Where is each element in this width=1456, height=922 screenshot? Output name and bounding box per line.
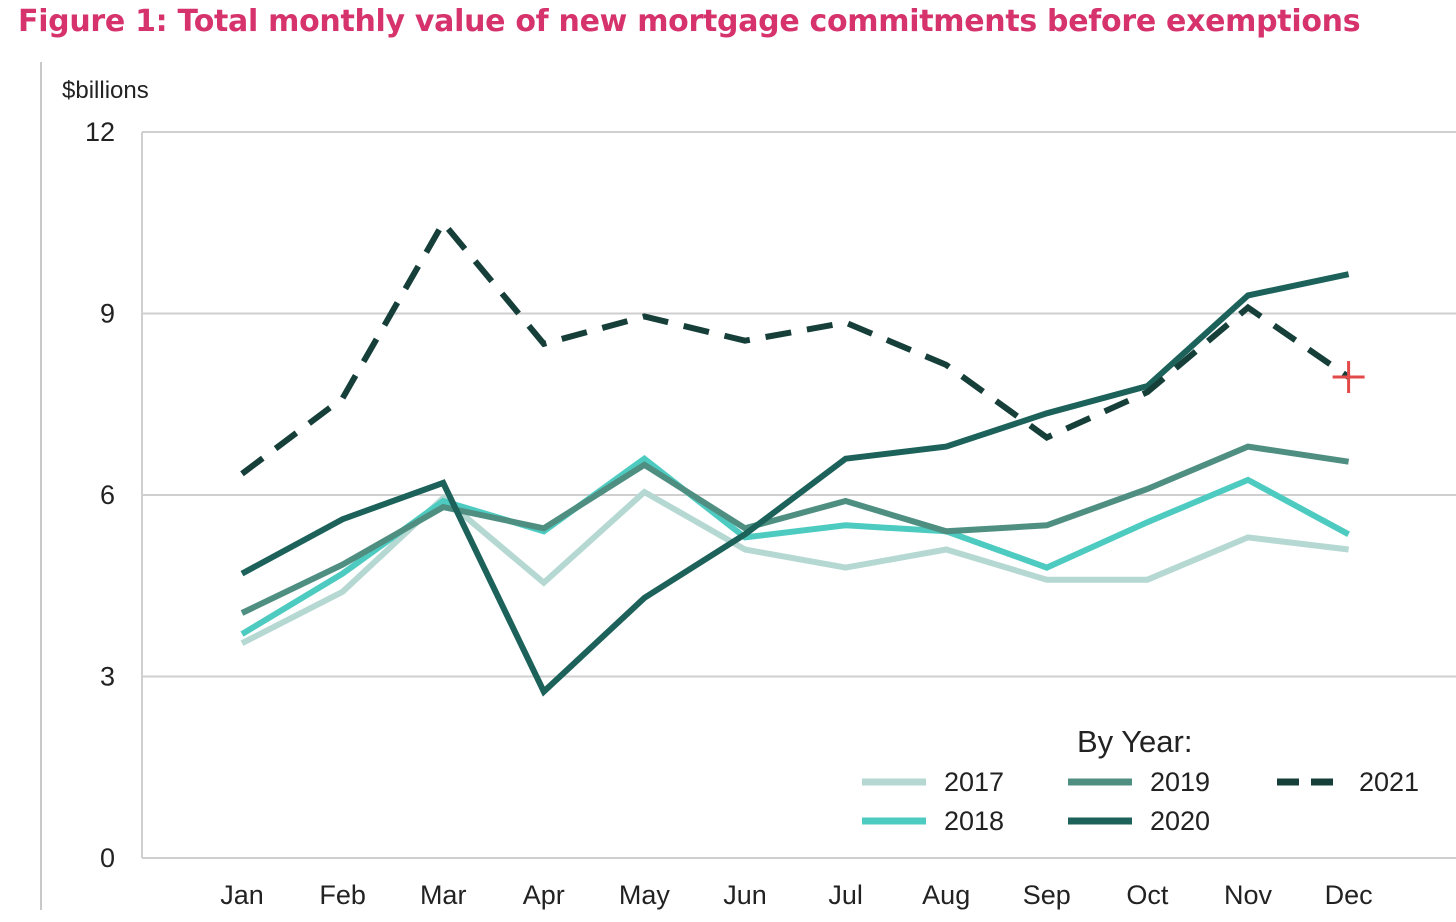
x-tick-label: Feb [319,880,366,910]
x-tick-label: Mar [420,880,467,910]
series-line-2018 [240,454,1351,637]
legend-label-2021: 2021 [1359,767,1419,797]
x-tick-label: Aug [922,880,970,910]
x-tick-label: Oct [1126,880,1169,910]
series-line-2021 [240,217,1351,477]
x-tick-label: May [619,880,671,910]
x-tick-label: Dec [1325,880,1373,910]
legend-title: By Year: [1077,724,1192,759]
legend-label-2018: 2018 [944,806,1004,836]
legend-label-2020: 2020 [1150,806,1210,836]
series-line-2019 [240,443,1350,616]
y-axis-label: $billions [62,77,149,104]
y-tick-label: 9 [100,299,115,329]
y-tick-label: 12 [85,117,115,147]
legend-label-2017: 2017 [944,767,1004,797]
series-line-2020 [240,271,1350,697]
figure-title: Figure 1: Total monthly value of new mor… [18,4,1361,39]
x-tick-label: Sep [1023,880,1071,910]
x-tick-label: Jun [723,880,767,910]
x-tick-label: Jul [828,880,863,910]
legend-label-2019: 2019 [1150,767,1210,797]
x-tick-label: Apr [523,880,565,910]
y-tick-label: 0 [100,843,115,873]
y-tick-label: 6 [100,480,115,510]
x-tick-label: Jan [220,880,264,910]
y-tick-label: 3 [100,662,115,692]
x-tick-label: Nov [1224,880,1273,910]
